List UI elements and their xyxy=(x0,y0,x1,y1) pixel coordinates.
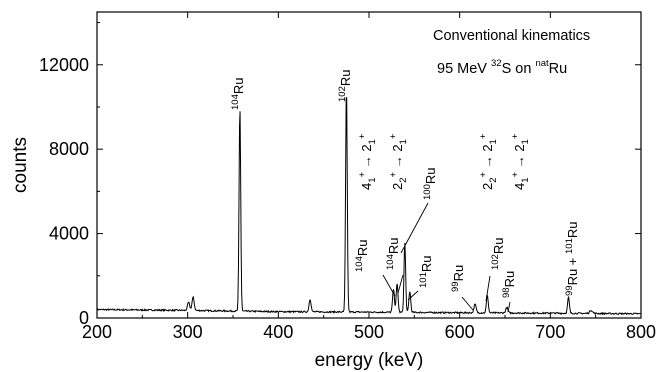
leader-98ru-652 xyxy=(507,301,511,313)
x-tick-label: 500 xyxy=(354,322,384,342)
label-100ru-539: 100Ru xyxy=(422,168,438,200)
x-tick-label: 700 xyxy=(535,322,565,342)
transition-2-2-right: 22+ → 21+ xyxy=(478,133,499,190)
x-tick-label: 300 xyxy=(173,322,203,342)
transition-4-2-left: 41+ → 21+ xyxy=(357,133,378,190)
annotation-line-2: 95 MeV 32S on natRu xyxy=(437,58,567,77)
label-104ru-531: 104Ru xyxy=(385,238,401,270)
leader-102ru-630 xyxy=(485,275,491,302)
y-tick-label: 4000 xyxy=(49,224,89,244)
y-axis-title: counts xyxy=(10,137,31,193)
label-99ru-617: 99Ru xyxy=(450,265,466,292)
x-axis-title: energy (keV) xyxy=(315,350,424,371)
annotation-line-1: Conventional kinematics xyxy=(433,28,590,44)
leader-101ru-545 xyxy=(407,290,419,301)
label-102ru-630: 102Ru xyxy=(490,238,506,270)
label-98ru-652: 98Ru xyxy=(501,271,517,298)
label-102ru-475: 102Ru xyxy=(337,70,353,102)
leader-99ru-617 xyxy=(461,296,474,311)
leader-104ru-527 xyxy=(382,274,396,297)
leader-lines xyxy=(382,202,511,313)
label-104ru-357: 104Ru xyxy=(230,78,246,110)
x-tick-label: 600 xyxy=(445,322,475,342)
x-tick-label: 800 xyxy=(626,322,656,342)
label-101ru-545: 101Ru xyxy=(418,256,434,288)
y-tick-label: 12000 xyxy=(39,55,89,75)
label-99ru-101ru-720: 99Ru + 101Ru xyxy=(564,222,580,297)
y-tick-label: 8000 xyxy=(49,139,89,159)
spectrum-line xyxy=(96,96,641,316)
label-104ru-527: 104Ru xyxy=(354,240,370,272)
y-axis-ticks: 0 4000 8000 12000 xyxy=(39,22,641,328)
leader-104ru-531 xyxy=(397,274,404,294)
transition-2-2-left: 22+ → 21+ xyxy=(388,133,409,190)
x-axis-ticks: 200 300 400 500 600 700 800 xyxy=(82,12,656,342)
y-tick-label: 0 xyxy=(79,308,89,328)
transition-4-2-right: 41+ → 21+ xyxy=(510,133,531,190)
leader-100ru-539 xyxy=(400,202,429,254)
x-tick-label: 200 xyxy=(82,322,112,342)
x-tick-label: 400 xyxy=(263,322,293,342)
